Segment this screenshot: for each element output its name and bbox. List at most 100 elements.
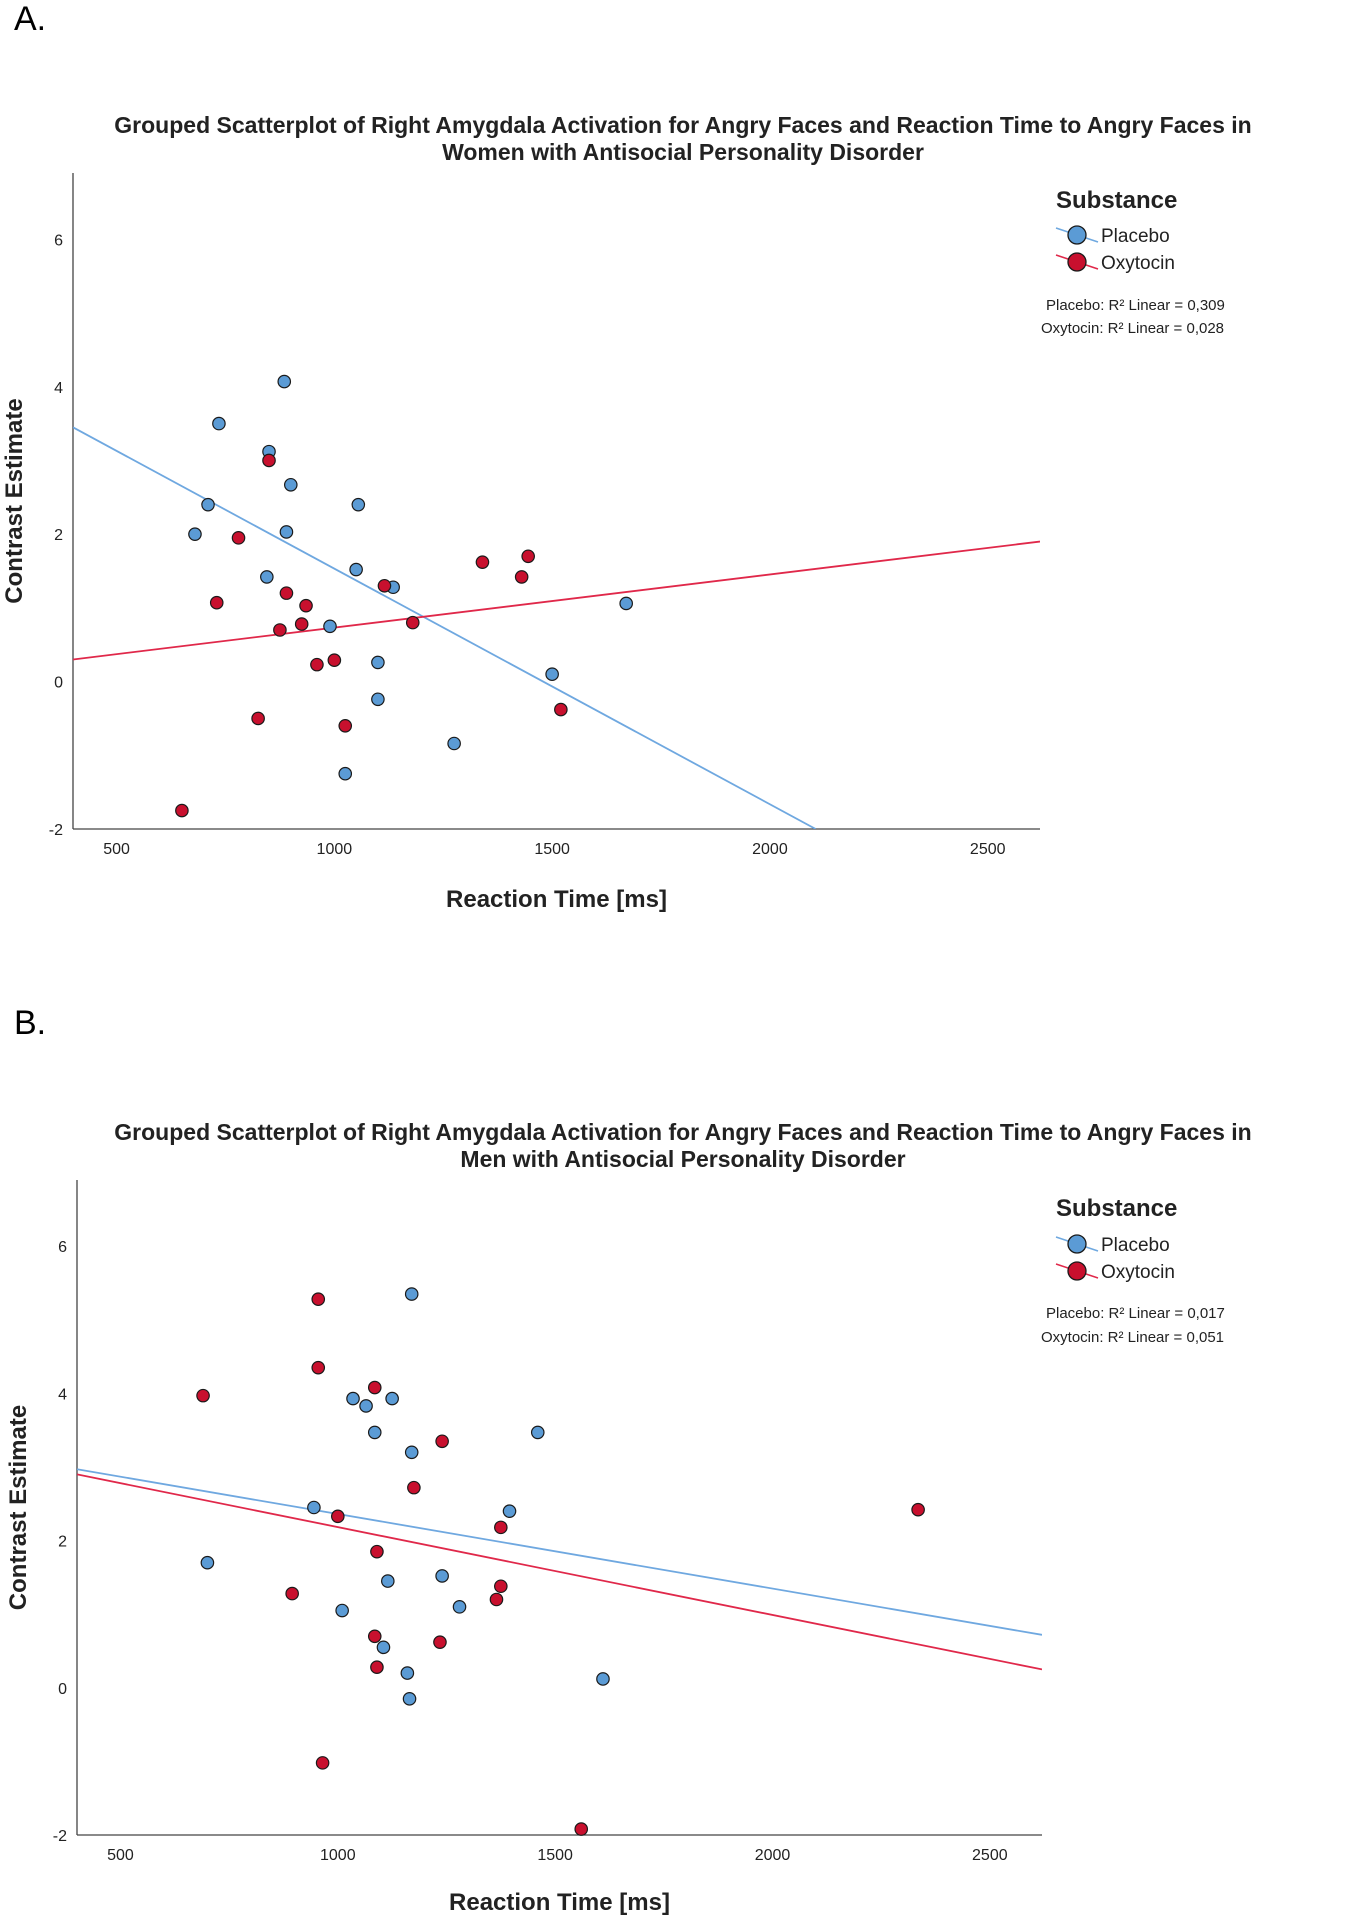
x-ticks: 500 1000 1500 2000 2500 bbox=[103, 841, 1005, 858]
x-tick-label: 2000 bbox=[755, 1847, 791, 1864]
data-point-placebo bbox=[530, 1425, 545, 1440]
chart-title-line1: Grouped Scatterplot of Right Amygdala Ac… bbox=[114, 1119, 1251, 1145]
data-point-placebo bbox=[201, 497, 215, 512]
legend: Substance Placebo Oxytocin Placebo: R² Line… bbox=[1041, 1195, 1225, 1346]
y-tick-label: 6 bbox=[58, 1239, 67, 1256]
data-point-placebo bbox=[351, 497, 366, 512]
r2-label-placebo: Placebo: R² Linear = 0,017 bbox=[1046, 1305, 1225, 1322]
data-point-oxytocin bbox=[311, 1360, 326, 1375]
data-point-oxytocin bbox=[435, 1434, 449, 1449]
series-placebo-points bbox=[200, 1287, 610, 1706]
data-point-oxytocin bbox=[327, 653, 342, 668]
legend-label: Oxytocin bbox=[1101, 253, 1175, 274]
data-point-placebo bbox=[371, 655, 385, 670]
data-point-oxytocin bbox=[433, 1635, 447, 1649]
data-point-placebo bbox=[371, 692, 385, 707]
data-point-oxytocin bbox=[315, 1756, 330, 1770]
data-point-oxytocin bbox=[489, 1592, 504, 1607]
legend-title: Substance bbox=[1056, 1195, 1177, 1222]
data-point-placebo bbox=[376, 1640, 391, 1655]
legend-title: Substance bbox=[1056, 187, 1177, 214]
data-point-oxytocin bbox=[407, 1480, 421, 1495]
fit-lines bbox=[73, 426, 1040, 829]
r2-label-oxytocin: Oxytocin: R² Linear = 0,051 bbox=[1041, 1329, 1224, 1346]
x-tick-label: 2500 bbox=[970, 841, 1006, 858]
data-point-placebo bbox=[188, 527, 202, 541]
plot-area bbox=[77, 1180, 1042, 1835]
y-tick-label: 0 bbox=[54, 675, 63, 692]
data-point-placebo bbox=[277, 374, 292, 389]
r2-label-oxytocin: Oxytocin: R² Linear = 0,028 bbox=[1041, 320, 1224, 337]
data-point-oxytocin bbox=[377, 578, 392, 593]
legend-label: Placebo bbox=[1101, 226, 1170, 247]
data-point-placebo bbox=[447, 736, 461, 751]
data-point-oxytocin bbox=[370, 1660, 384, 1675]
data-point-placebo bbox=[307, 1500, 321, 1515]
data-point-placebo bbox=[435, 1569, 449, 1583]
fit-line-oxytocin bbox=[77, 1473, 1042, 1671]
series-oxytocin-points bbox=[175, 453, 568, 818]
data-point-oxytocin bbox=[285, 1586, 299, 1601]
data-point-oxytocin bbox=[310, 657, 324, 672]
data-point-oxytocin bbox=[494, 1579, 508, 1594]
x-tick-label: 1500 bbox=[537, 1847, 573, 1864]
x-tick-label: 1000 bbox=[320, 1847, 356, 1864]
y-ticks: -2 0 2 4 6 bbox=[49, 232, 63, 839]
data-point-oxytocin bbox=[299, 598, 313, 613]
series-oxytocin-points bbox=[196, 1292, 925, 1836]
legend-marker bbox=[1067, 1261, 1087, 1281]
data-point-oxytocin bbox=[331, 1509, 345, 1524]
data-point-placebo bbox=[323, 619, 337, 634]
x-tick-label: 1000 bbox=[317, 841, 353, 858]
x-tick-label: 2500 bbox=[972, 1847, 1008, 1864]
y-tick-label: -2 bbox=[53, 1828, 67, 1845]
legend-item-oxytocin: Oxytocin bbox=[1055, 1261, 1175, 1283]
data-point-placebo bbox=[404, 1445, 419, 1460]
data-point-oxytocin bbox=[367, 1380, 382, 1395]
data-point-placebo bbox=[402, 1692, 417, 1706]
x-tick-label: 1500 bbox=[534, 841, 570, 858]
data-point-oxytocin bbox=[370, 1544, 384, 1559]
fit-line-oxytocin bbox=[73, 540, 1040, 661]
data-point-placebo bbox=[283, 477, 298, 492]
r2-label-placebo: Placebo: R² Linear = 0,309 bbox=[1046, 297, 1225, 314]
data-point-placebo bbox=[619, 596, 633, 611]
data-point-oxytocin bbox=[405, 615, 420, 630]
legend-item-placebo: Placebo bbox=[1055, 225, 1170, 247]
legend-item-oxytocin: Oxytocin bbox=[1055, 252, 1175, 274]
data-point-oxytocin bbox=[273, 623, 287, 637]
data-point-oxytocin bbox=[311, 1292, 326, 1307]
panel-label: B. bbox=[14, 1004, 46, 1042]
x-tick-label: 2000 bbox=[752, 841, 788, 858]
data-point-oxytocin bbox=[175, 803, 189, 818]
data-point-oxytocin bbox=[279, 586, 294, 600]
data-point-oxytocin bbox=[574, 1822, 589, 1836]
data-point-placebo bbox=[212, 416, 226, 431]
data-point-placebo bbox=[385, 1391, 399, 1406]
legend-marker bbox=[1067, 1234, 1087, 1254]
data-point-placebo bbox=[452, 1600, 467, 1614]
data-point-oxytocin bbox=[262, 453, 276, 468]
data-point-oxytocin bbox=[196, 1388, 210, 1403]
data-point-oxytocin bbox=[554, 702, 568, 717]
data-point-placebo bbox=[404, 1287, 419, 1301]
data-point-placebo bbox=[545, 667, 559, 682]
y-tick-label: 4 bbox=[58, 1386, 67, 1403]
chart-panel-b: B. Grouped Scatterplot of Right Amygdala … bbox=[5, 1004, 1252, 1916]
y-tick-label: 4 bbox=[54, 380, 63, 397]
fit-line-placebo bbox=[77, 1468, 1042, 1636]
data-point-placebo bbox=[502, 1504, 517, 1518]
data-point-oxytocin bbox=[338, 719, 353, 733]
y-tick-label: 6 bbox=[54, 232, 63, 249]
data-point-placebo bbox=[596, 1672, 610, 1686]
data-point-oxytocin bbox=[294, 617, 309, 631]
data-point-placebo bbox=[349, 562, 363, 577]
data-point-oxytocin bbox=[231, 531, 246, 545]
data-point-oxytocin bbox=[911, 1502, 925, 1517]
legend-item-placebo: Placebo bbox=[1055, 1234, 1170, 1256]
data-point-oxytocin bbox=[475, 555, 490, 569]
data-point-oxytocin bbox=[494, 1520, 508, 1535]
data-point-placebo bbox=[380, 1574, 395, 1588]
chart-title-line2: Women with Antisocial Personality Disord… bbox=[442, 139, 924, 165]
